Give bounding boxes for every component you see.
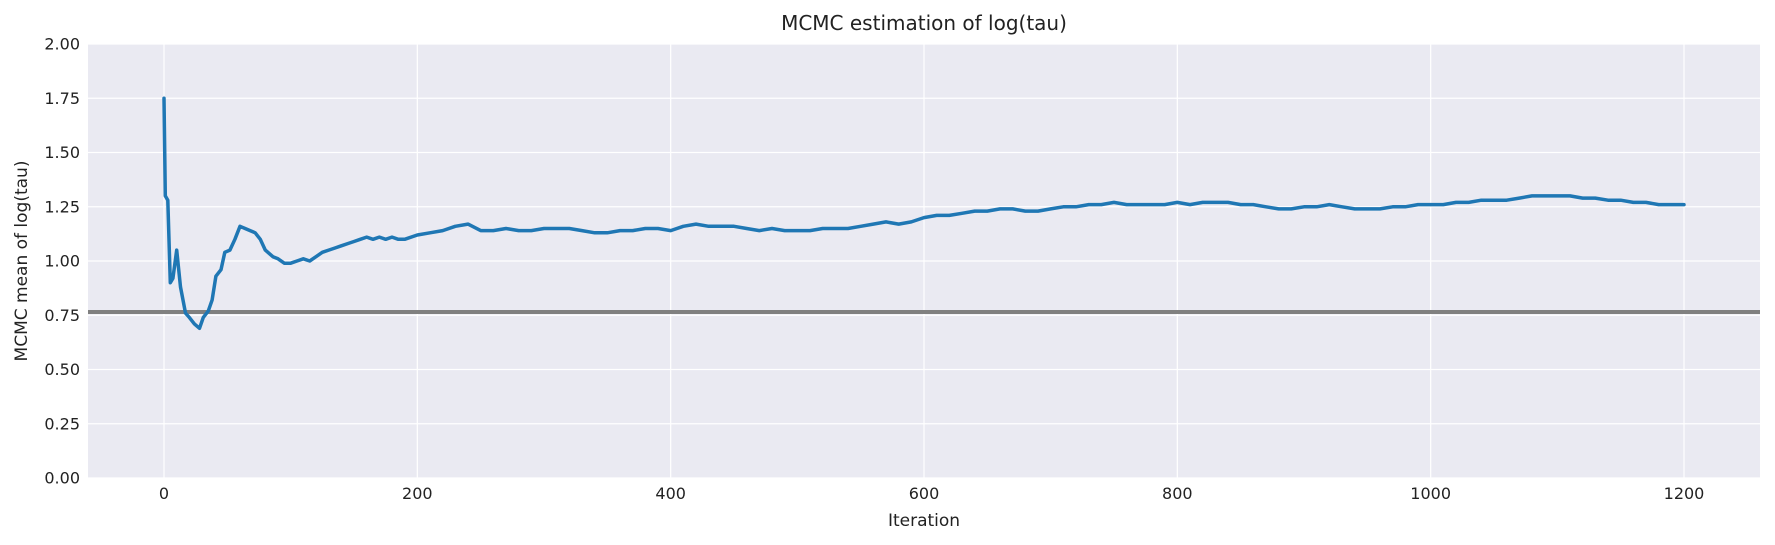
x-axis-label: Iteration (888, 511, 960, 531)
x-tick-labels: 0 200 400 600 800 1000 1200 (159, 484, 1704, 503)
grid (88, 43, 1760, 479)
series-group (162, 96, 1686, 331)
x-tick-label: 1200 (1664, 484, 1705, 503)
y-tick-labels: 0.00 0.25 0.50 0.75 1.00 1.25 1.50 1.75 2.00 (44, 35, 80, 488)
y-tick-label: 0.50 (44, 360, 80, 379)
y-tick-label: 0.25 (44, 414, 80, 433)
series-line (162, 96, 1686, 331)
y-tick-label: 2.00 (44, 35, 80, 54)
x-tick-label: 200 (402, 484, 433, 503)
y-tick-label: 0.00 (44, 469, 80, 488)
y-axis-label: MCMC mean of log(tau) (12, 161, 32, 362)
x-tick-label: 600 (909, 484, 940, 503)
y-tick-label: 0.75 (44, 306, 80, 325)
y-tick-label: 1.75 (44, 89, 80, 108)
y-tick-label: 1.00 (44, 252, 80, 271)
y-tick-label: 1.50 (44, 143, 80, 162)
chart-title: MCMC estimation of log(tau) (781, 11, 1067, 35)
y-tick-label: 1.25 (44, 197, 80, 216)
x-tick-label: 400 (655, 484, 686, 503)
x-tick-label: 0 (159, 484, 169, 503)
x-tick-label: 1000 (1410, 484, 1451, 503)
x-tick-label: 800 (1162, 484, 1193, 503)
